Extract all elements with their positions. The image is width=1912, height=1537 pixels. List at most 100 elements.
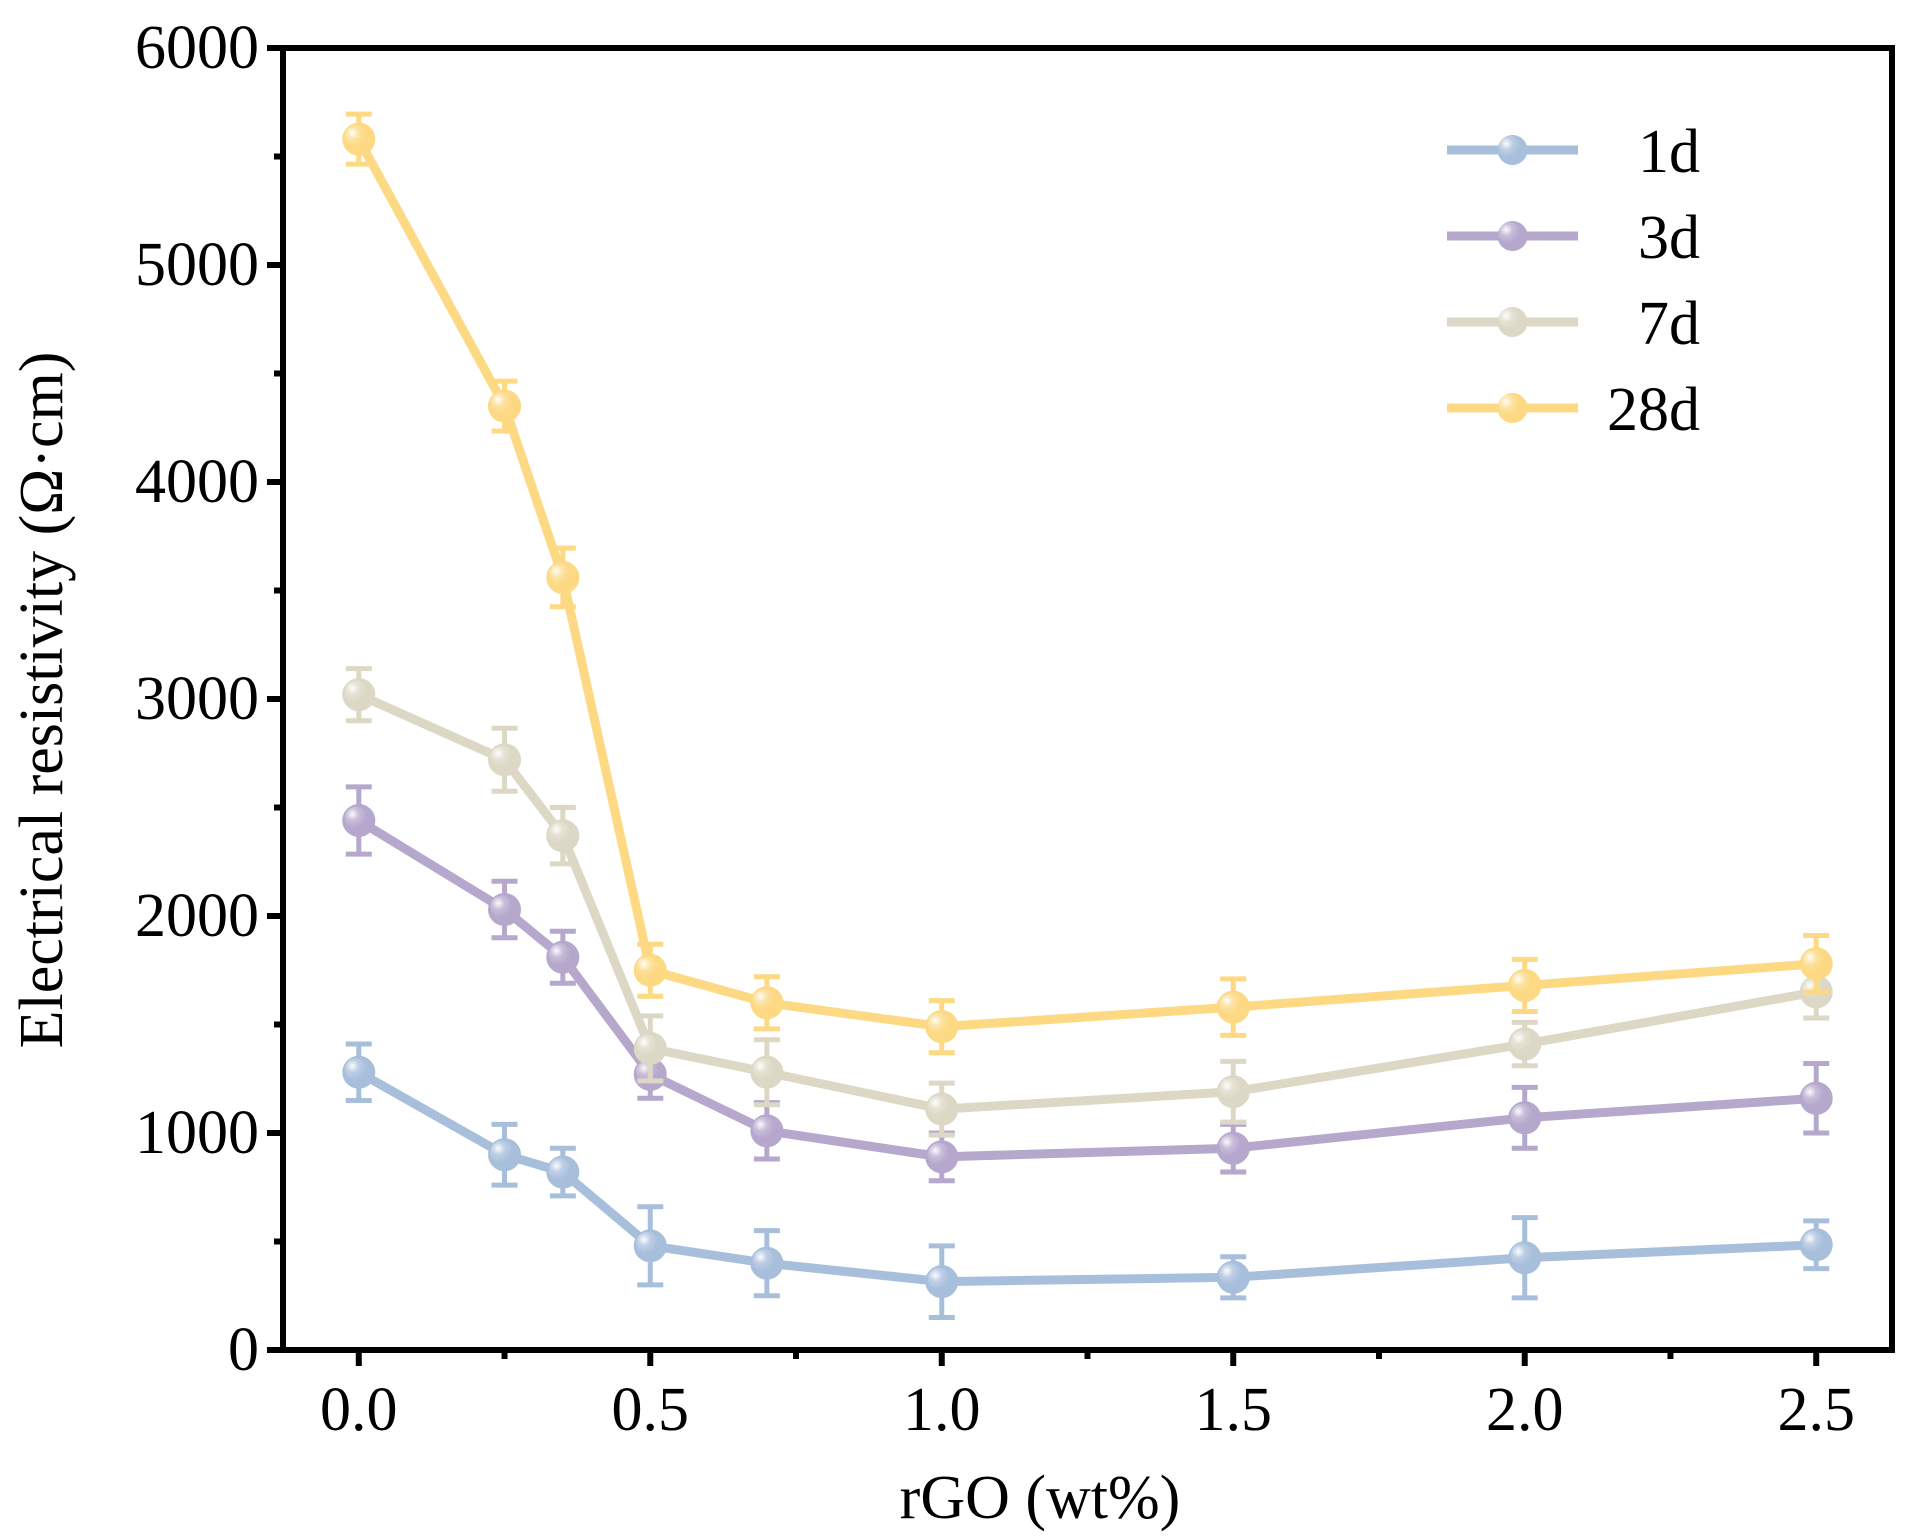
data-point-7d-5 [925,1092,959,1126]
data-point-28d-0 [342,122,376,156]
y-tick-label: 3000 [135,665,259,733]
legend-item-3d: 3d [1447,204,1700,272]
x-tick-label: 2.5 [1777,1376,1855,1444]
y-tick-label: 1000 [135,1099,259,1167]
series-line-7d [354,690,1821,1114]
marker-highlight [548,1158,571,1181]
data-point-1d-1 [488,1138,522,1172]
data-point-28d-8 [1799,947,1833,981]
legend-marker-highlight [1498,222,1521,244]
marker-highlight [636,1231,659,1254]
data-point-3d-6 [1216,1131,1250,1165]
marker-highlight [1510,1243,1533,1266]
marker-highlight [927,1095,950,1118]
data-point-28d-4 [750,986,784,1020]
marker-highlight [752,988,775,1011]
marker-highlight [752,1058,775,1081]
data-point-1d-0 [342,1055,376,1089]
legend-label: 1d [1638,118,1700,186]
marker-highlight [1219,1077,1242,1100]
data-point-7d-3 [633,1031,667,1065]
y-tick-label: 5000 [135,231,259,299]
data-point-28d-3 [633,953,667,987]
marker-highlight [636,1034,659,1057]
legend-marker-highlight [1498,394,1521,416]
data-point-1d-3 [633,1229,667,1263]
marker-highlight [1219,1263,1242,1286]
marker-highlight [490,1140,513,1163]
data-point-7d-0 [342,678,376,712]
legend-item-28d: 28d [1447,376,1700,444]
y-tick-label: 4000 [135,448,259,516]
legend-label: 7d [1638,290,1700,358]
data-point-28d-5 [925,1010,959,1044]
data-point-28d-7 [1508,968,1542,1002]
data-point-1d-4 [750,1246,784,1280]
marker-highlight [927,1012,950,1035]
data-point-7d-2 [546,819,580,853]
marker-highlight [927,1267,950,1290]
marker-highlight [548,943,571,966]
data-point-3d-4 [750,1114,784,1148]
data-point-1d-2 [546,1155,580,1189]
data-point-3d-7 [1508,1101,1542,1135]
data-point-28d-6 [1216,990,1250,1024]
marker-highlight [1802,977,1825,1000]
data-point-1d-7 [1508,1241,1542,1275]
legend: 1d 3d 7d 28d [1447,118,1700,444]
series-1d [342,1041,1833,1320]
data-point-7d-7 [1508,1027,1542,1061]
legend-label: 3d [1638,204,1700,272]
data-point-28d-2 [546,560,580,594]
x-tick-label: 1.0 [903,1376,981,1444]
data-point-7d-1 [488,743,522,777]
data-point-3d-0 [342,804,376,838]
marker-highlight [1802,1230,1825,1253]
marker-highlight [344,680,367,703]
marker-highlight [1802,949,1825,972]
marker-highlight [1219,993,1242,1016]
legend-label: 28d [1607,376,1700,444]
marker-highlight [752,1116,775,1139]
x-axis-title: rGO (wt%) [900,1464,1181,1532]
data-point-1d-8 [1799,1228,1833,1262]
y-tick-label: 2000 [135,882,259,950]
legend-item-7d: 7d [1447,290,1700,358]
marker-highlight [344,1058,367,1081]
data-point-3d-2 [546,940,580,974]
marker-highlight [1219,1134,1242,1157]
marker-highlight [548,821,571,844]
data-point-1d-6 [1216,1260,1250,1294]
x-tick-label: 0.5 [612,1376,690,1444]
x-tick-label: 2.0 [1486,1376,1564,1444]
marker-highlight [752,1249,775,1272]
data-point-7d-6 [1216,1075,1250,1109]
legend-marker-highlight [1498,308,1521,330]
marker-highlight [490,745,513,768]
x-tick-label: 1.5 [1194,1376,1272,1444]
series-7d [342,666,1833,1138]
legend-item-1d: 1d [1447,118,1700,186]
marker-highlight [927,1142,950,1165]
legend-marker-highlight [1498,136,1521,158]
y-axis-title: Electrical resistivity (Ω·cm) [8,352,76,1049]
marker-highlight [1802,1084,1825,1107]
marker-highlight [344,125,367,148]
marker-highlight [344,806,367,829]
series-28d [342,111,1833,1056]
data-point-7d-4 [750,1055,784,1089]
marker-highlight [490,392,513,415]
data-point-3d-5 [925,1140,959,1174]
y-tick-label: 0 [228,1316,259,1384]
marker-highlight [1510,1030,1533,1053]
marker-highlight [636,956,659,979]
y-tick-label: 6000 [135,14,259,82]
marker-highlight [1510,1103,1533,1126]
x-tick-label: 0.0 [320,1376,398,1444]
marker-highlight [1510,971,1533,994]
data-point-3d-8 [1799,1081,1833,1115]
data-point-1d-5 [925,1265,959,1299]
marker-highlight [490,895,513,918]
data-point-3d-1 [488,892,522,926]
